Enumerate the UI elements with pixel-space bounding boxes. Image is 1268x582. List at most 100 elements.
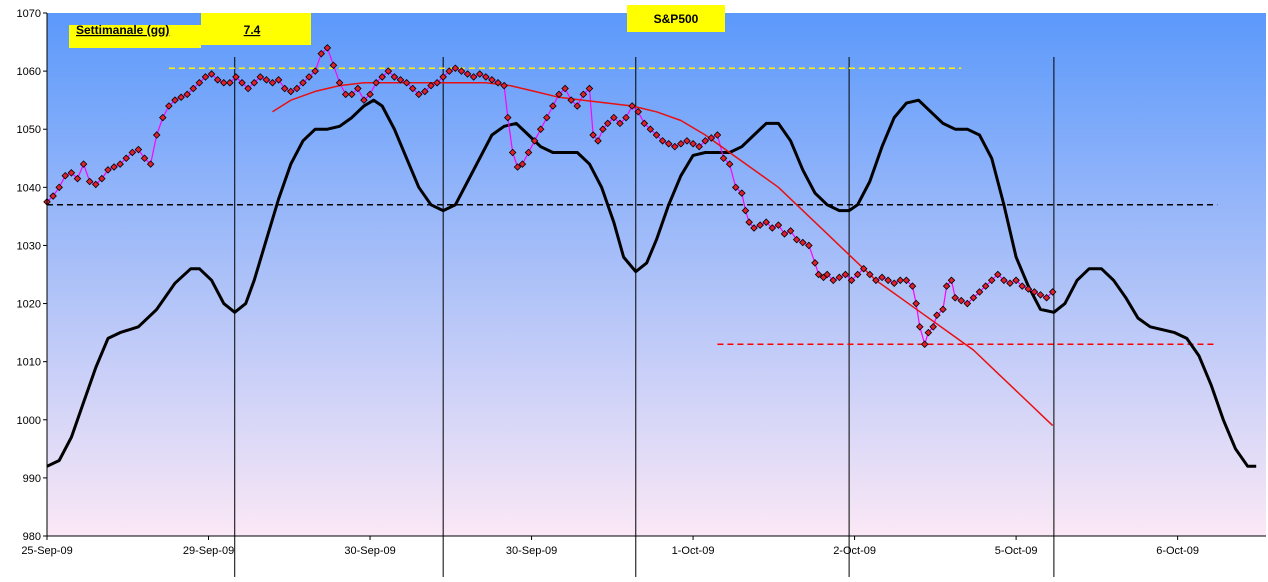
price-marker-94 bbox=[603, 119, 612, 128]
price-marker-100 bbox=[640, 119, 649, 128]
price-marker-106 bbox=[677, 139, 685, 148]
y-tick-label-5: 1030 bbox=[17, 240, 41, 252]
price-marker-163 bbox=[994, 270, 1002, 279]
price-marker-117 bbox=[741, 206, 750, 215]
price-marker-118 bbox=[745, 218, 753, 226]
price-marker-123 bbox=[774, 221, 783, 229]
price-marker-143 bbox=[890, 279, 898, 287]
chart-title: S&P500 bbox=[654, 12, 699, 26]
weekly-label-bg bbox=[69, 25, 201, 48]
price-marker-22 bbox=[177, 93, 185, 102]
price-marker-6 bbox=[79, 160, 88, 168]
price-marker-147 bbox=[912, 299, 920, 308]
price-marker-23 bbox=[183, 90, 191, 99]
price-marker-153 bbox=[939, 305, 947, 314]
price-marker-31 bbox=[232, 73, 240, 81]
price-marker-61 bbox=[415, 90, 423, 99]
price-marker-45 bbox=[317, 49, 326, 58]
price-marker-2 bbox=[55, 183, 63, 192]
price-marker-54 bbox=[372, 78, 380, 87]
price-marker-125 bbox=[786, 227, 795, 235]
y-tick-label-6: 1040 bbox=[17, 182, 41, 194]
price-marker-1 bbox=[49, 192, 57, 200]
price-marker-51 bbox=[354, 84, 362, 93]
y-tick-label-4: 1020 bbox=[17, 299, 41, 311]
price-marker-90 bbox=[585, 84, 594, 93]
price-marker-172 bbox=[1048, 288, 1057, 296]
price-marker-113 bbox=[719, 154, 728, 163]
price-marker-145 bbox=[902, 276, 911, 285]
price-marker-171 bbox=[1042, 293, 1051, 302]
price-marker-49 bbox=[341, 90, 350, 99]
price-marker-95 bbox=[610, 113, 618, 122]
price-marker-66 bbox=[445, 67, 454, 75]
price-marker-160 bbox=[975, 288, 984, 296]
price-marker-132 bbox=[823, 270, 831, 279]
price-marker-26 bbox=[201, 73, 210, 81]
x-tick-label-4: 1-Oct-09 bbox=[672, 545, 715, 557]
price-marker-130 bbox=[814, 270, 823, 279]
x-tick-label-7: 6-Oct-09 bbox=[1156, 545, 1199, 557]
price-marker-86 bbox=[561, 84, 569, 93]
price-marker-58 bbox=[396, 76, 405, 84]
price-marker-55 bbox=[378, 73, 386, 81]
price-marker-77 bbox=[508, 148, 517, 157]
price-marker-87 bbox=[567, 96, 575, 104]
price-marker-140 bbox=[872, 276, 880, 285]
price-marker-63 bbox=[427, 81, 435, 90]
price-marker-119 bbox=[750, 224, 758, 232]
weekly-label-box: Settimanale (gg) 7.4 bbox=[69, 13, 311, 48]
price-marker-98 bbox=[628, 102, 636, 110]
price-marker-89 bbox=[579, 90, 588, 99]
price-marker-79 bbox=[518, 160, 527, 168]
price-marker-81 bbox=[530, 137, 539, 145]
price-marker-16 bbox=[140, 154, 149, 163]
price-marker-99 bbox=[634, 108, 642, 116]
price-marker-18 bbox=[152, 131, 161, 139]
price-marker-17 bbox=[146, 160, 155, 168]
price-marker-136 bbox=[847, 276, 856, 285]
price-marker-21 bbox=[171, 96, 179, 104]
price-marker-76 bbox=[504, 113, 512, 122]
price-marker-35 bbox=[256, 73, 265, 81]
price-marker-50 bbox=[347, 90, 356, 99]
price-marker-85 bbox=[555, 90, 563, 99]
price-markers bbox=[43, 44, 1057, 348]
title-box-bg bbox=[627, 5, 725, 32]
price-marker-166 bbox=[1012, 276, 1020, 285]
y-tick-label-0: 980 bbox=[23, 531, 41, 543]
price-marker-152 bbox=[933, 311, 941, 319]
price-marker-56 bbox=[384, 67, 393, 75]
price-marker-142 bbox=[884, 276, 892, 285]
price-marker-101 bbox=[646, 125, 655, 133]
price-marker-144 bbox=[896, 276, 905, 285]
price-marker-126 bbox=[792, 235, 801, 244]
price-marker-13 bbox=[122, 154, 131, 163]
price-marker-141 bbox=[878, 273, 886, 282]
price-marker-68 bbox=[457, 67, 466, 75]
price-marker-91 bbox=[589, 131, 597, 139]
price-marker-41 bbox=[293, 84, 301, 93]
y-tick-label-1: 990 bbox=[23, 473, 41, 485]
weekly-label-text: Settimanale (gg) bbox=[76, 23, 169, 37]
price-marker-96 bbox=[616, 119, 624, 128]
vertical-lines bbox=[234, 57, 1055, 577]
price-marker-150 bbox=[924, 328, 933, 337]
price-marker-157 bbox=[957, 296, 966, 305]
price-marker-75 bbox=[500, 81, 508, 90]
price-marker-155 bbox=[947, 276, 956, 285]
price-marker-11 bbox=[110, 163, 118, 171]
price-marker-62 bbox=[421, 87, 429, 96]
price-marker-103 bbox=[658, 137, 667, 145]
y-tick-label-8: 1060 bbox=[17, 66, 41, 78]
price-marker-104 bbox=[664, 139, 673, 148]
price-marker-19 bbox=[159, 113, 167, 122]
price-marker-133 bbox=[829, 276, 838, 285]
price-marker-102 bbox=[652, 131, 661, 139]
price-marker-109 bbox=[695, 142, 703, 151]
price-marker-138 bbox=[859, 264, 868, 273]
price-marker-112 bbox=[713, 131, 722, 139]
price-marker-148 bbox=[916, 323, 924, 331]
